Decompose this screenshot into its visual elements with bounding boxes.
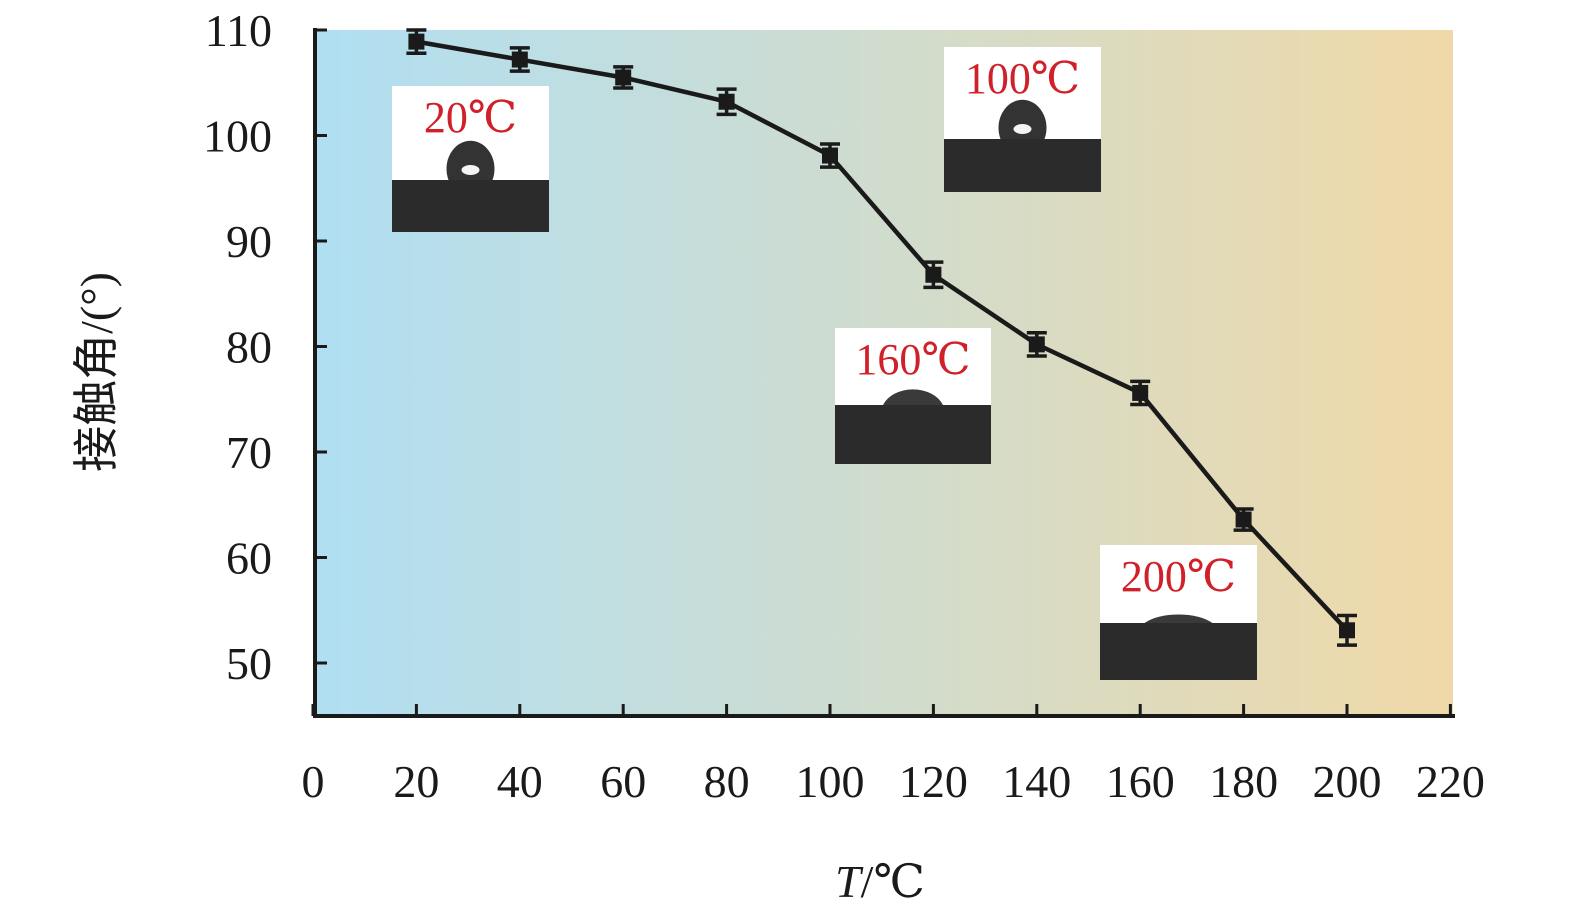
y-tick-label: 70: [226, 427, 272, 478]
x-tick-label: 80: [704, 756, 750, 807]
data-point: [716, 87, 737, 117]
x-tick-label: 40: [497, 756, 543, 807]
x-tick-label: 180: [1209, 756, 1278, 807]
point-marker: [1028, 336, 1045, 353]
x-tick-label: 0: [302, 756, 325, 807]
y-tick-label: 100: [203, 111, 272, 162]
data-point: [1233, 507, 1254, 532]
y-tick-label: 60: [226, 533, 272, 584]
inset-label: 160℃: [855, 335, 970, 384]
data-point: [613, 65, 634, 90]
data-point: [1130, 379, 1151, 407]
point-marker: [1339, 622, 1355, 639]
water-droplet: [446, 140, 495, 180]
x-tick-label: 120: [899, 756, 968, 807]
y-tick-label: 50: [226, 638, 272, 689]
inset-label: 20℃: [424, 93, 517, 142]
substrate-surface: [835, 405, 991, 464]
point-marker: [1235, 511, 1252, 528]
data-point: [509, 46, 530, 73]
inset-label: 200℃: [1121, 552, 1236, 601]
data-point: [923, 260, 944, 290]
y-tick-label: 90: [226, 216, 272, 267]
inset-photo-1: 20℃: [392, 86, 549, 232]
point-marker: [1132, 384, 1149, 401]
x-axis-label-symbol: T: [835, 856, 864, 907]
inset-label: 100℃: [965, 54, 1080, 103]
data-point: [1337, 613, 1357, 647]
series-line: [416, 39, 1349, 632]
inset-photo-2: 100℃: [944, 47, 1101, 192]
data-series: [406, 28, 1357, 647]
x-tick-label: 160: [1106, 756, 1175, 807]
y-axis-label: 接触角/(°): [71, 272, 122, 472]
point-marker: [718, 93, 735, 110]
point-marker: [615, 69, 632, 86]
x-tick-labels: 0 20 40 60 80 100 120 140 160 180 200 220: [302, 756, 1485, 807]
water-droplet: [883, 389, 943, 405]
data-point: [820, 142, 840, 169]
y-tick-label: 80: [226, 322, 272, 373]
x-tick-label: 20: [393, 756, 439, 807]
x-tick-label: 220: [1416, 756, 1485, 807]
substrate-surface: [944, 139, 1101, 192]
data-point: [1026, 331, 1047, 358]
x-tick-label: 100: [796, 756, 865, 807]
droplet-highlight: [1013, 124, 1032, 134]
x-tick-label: 200: [1313, 756, 1382, 807]
x-tick-label: 60: [600, 756, 646, 807]
water-droplet: [1144, 614, 1213, 623]
photo-insets: 20℃ 100℃ 160℃ 200℃: [392, 47, 1257, 680]
x-axis-label-unit: /℃: [861, 856, 925, 907]
substrate-surface: [1100, 623, 1257, 680]
substrate-surface: [392, 180, 549, 232]
water-droplet: [998, 99, 1047, 139]
droplet-highlight: [461, 165, 480, 175]
x-tick-label: 140: [1002, 756, 1071, 807]
inset-photo-3: 160℃: [835, 328, 991, 464]
data-point: [406, 28, 427, 55]
inset-photo-4: 200℃: [1100, 545, 1257, 680]
y-tick-label: 110: [205, 5, 272, 56]
y-tick-labels: 50 60 70 80 90 100 110: [203, 5, 272, 689]
point-marker: [925, 266, 942, 283]
point-marker: [822, 147, 838, 164]
axes: [311, 28, 1455, 718]
x-axis-label: T/℃: [835, 856, 925, 907]
point-marker: [511, 51, 528, 68]
point-marker: [408, 33, 425, 50]
